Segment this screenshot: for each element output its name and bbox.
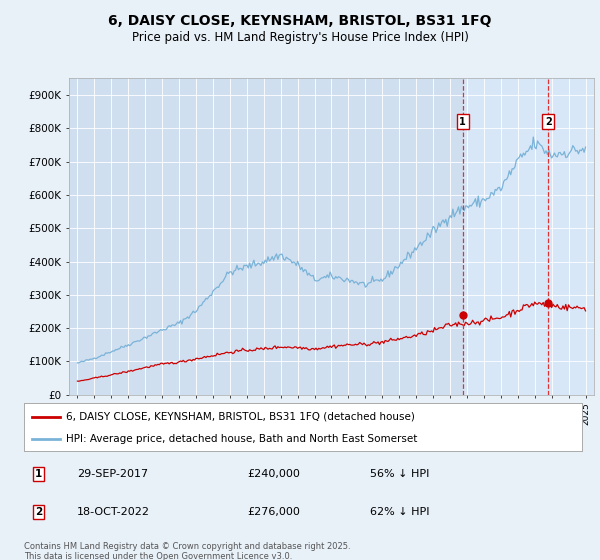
Text: 56% ↓ HPI: 56% ↓ HPI (370, 469, 430, 479)
Text: 6, DAISY CLOSE, KEYNSHAM, BRISTOL, BS31 1FQ (detached house): 6, DAISY CLOSE, KEYNSHAM, BRISTOL, BS31 … (66, 412, 415, 422)
Text: 2: 2 (35, 507, 43, 517)
Text: Price paid vs. HM Land Registry's House Price Index (HPI): Price paid vs. HM Land Registry's House … (131, 31, 469, 44)
Text: 18-OCT-2022: 18-OCT-2022 (77, 507, 150, 517)
Text: 6, DAISY CLOSE, KEYNSHAM, BRISTOL, BS31 1FQ: 6, DAISY CLOSE, KEYNSHAM, BRISTOL, BS31 … (108, 14, 492, 28)
Text: 62% ↓ HPI: 62% ↓ HPI (370, 507, 430, 517)
Text: 29-SEP-2017: 29-SEP-2017 (77, 469, 148, 479)
Text: Contains HM Land Registry data © Crown copyright and database right 2025.
This d: Contains HM Land Registry data © Crown c… (24, 542, 350, 560)
Text: 1: 1 (460, 116, 466, 127)
Bar (463, 78, 594, 395)
Text: £276,000: £276,000 (247, 507, 300, 517)
Text: HPI: Average price, detached house, Bath and North East Somerset: HPI: Average price, detached house, Bath… (66, 434, 417, 444)
Text: £240,000: £240,000 (247, 469, 300, 479)
Text: 2: 2 (545, 116, 551, 127)
Text: 1: 1 (35, 469, 43, 479)
